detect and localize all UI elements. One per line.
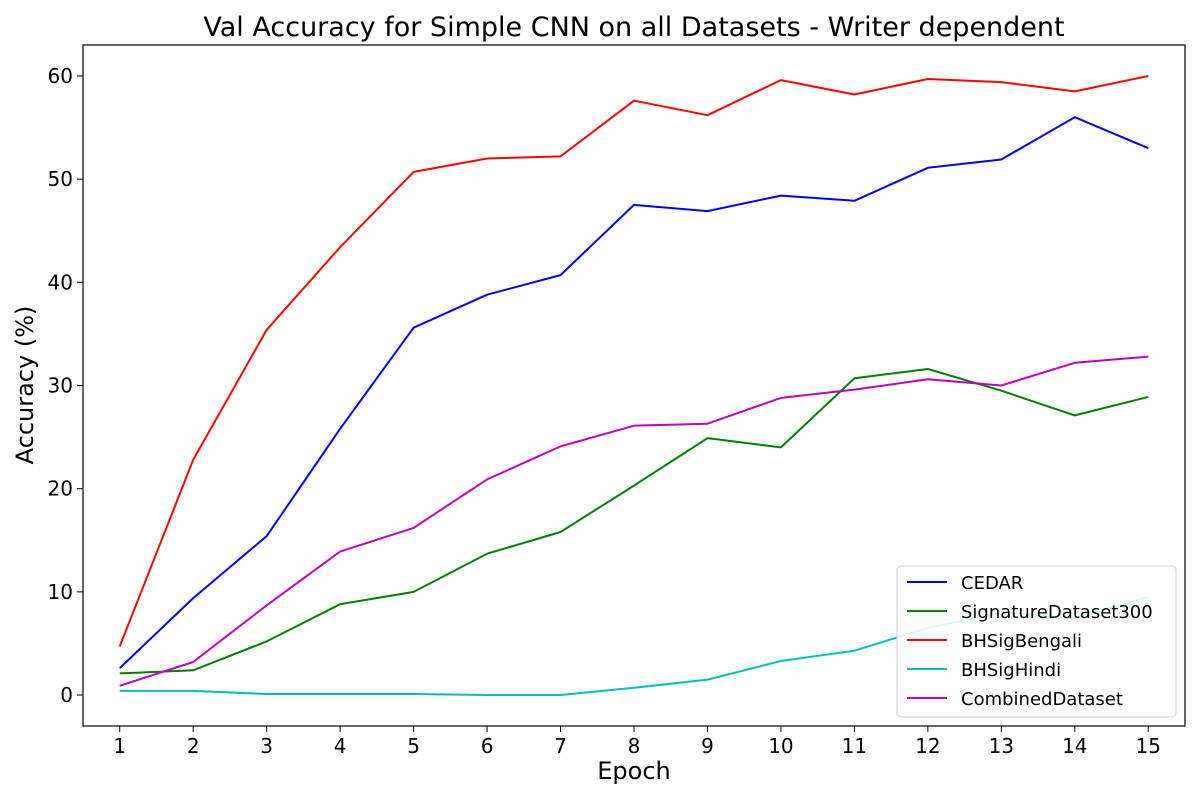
- legend-label-bhsigbengali: BHSigBengali: [961, 631, 1082, 652]
- legend-box: [896, 565, 1177, 718]
- legend: CEDAR SignatureDataset300 BHSigBengali BHSi…: [896, 565, 1177, 718]
- x-tick-label: 3: [260, 734, 273, 758]
- x-tick-label: 10: [768, 734, 793, 758]
- y-tick-label: 30: [48, 374, 73, 398]
- x-tick-label: 7: [554, 734, 567, 758]
- x-tick-label: 4: [334, 734, 347, 758]
- y-tick-label: 60: [48, 64, 73, 88]
- x-axis-ticks: 1 2 3 4 5 6 7 8 9 10 11 12 13 14 15: [113, 726, 1161, 758]
- x-tick-label: 2: [187, 734, 200, 758]
- x-tick-label: 9: [701, 734, 714, 758]
- y-tick-label: 20: [48, 477, 73, 501]
- x-tick-label: 13: [989, 734, 1014, 758]
- x-tick-label: 12: [915, 734, 940, 758]
- x-axis-label: Epoch: [597, 757, 671, 785]
- y-tick-label: 0: [60, 683, 73, 707]
- legend-label-signaturedataset300: SignatureDataset300: [961, 602, 1153, 623]
- y-axis-ticks: 0 10 20 30 40 50 60: [48, 64, 83, 707]
- y-axis-label: Accuracy (%): [11, 306, 39, 465]
- y-tick-label: 40: [48, 270, 73, 294]
- series-line-combineddataset: [119, 355, 1149, 687]
- series-line-cedar: [119, 116, 1149, 669]
- plot-lines: [118, 75, 1149, 696]
- x-tick-label: 14: [1062, 734, 1087, 758]
- x-tick-label: 6: [481, 734, 494, 758]
- legend-label-combineddataset: CombinedDataset: [961, 689, 1123, 710]
- legend-label-bhsighindi: BHSigHindi: [961, 660, 1061, 681]
- y-tick-label: 10: [48, 580, 73, 604]
- x-tick-label: 15: [1136, 734, 1161, 758]
- chart-title: Val Accuracy for Simple CNN on all Datas…: [203, 12, 1064, 43]
- y-tick-label: 50: [48, 167, 73, 191]
- series-line-bhsigbengali: [118, 75, 1149, 647]
- plot-frame: [82, 44, 1186, 727]
- x-tick-label: 11: [842, 734, 867, 758]
- x-tick-label: 5: [407, 734, 420, 758]
- x-tick-label: 8: [628, 734, 641, 758]
- x-tick-label: 1: [113, 734, 126, 758]
- legend-label-cedar: CEDAR: [961, 573, 1023, 594]
